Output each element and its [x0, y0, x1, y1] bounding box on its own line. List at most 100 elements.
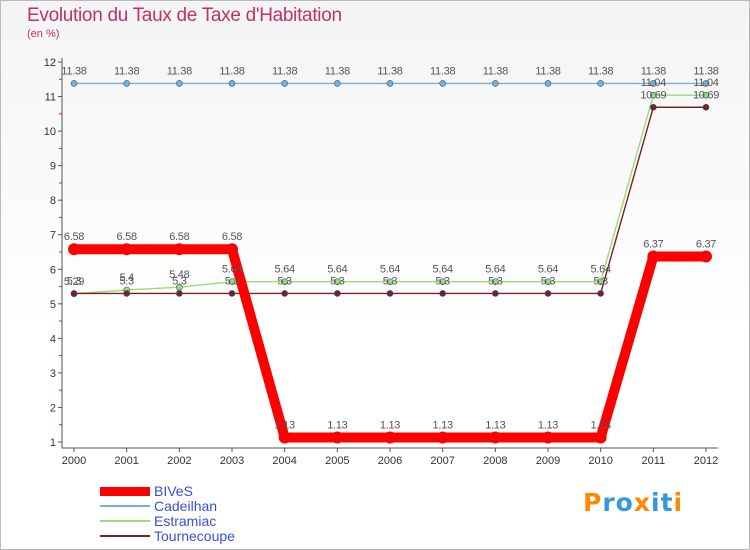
data-label: 11.38 [272, 65, 297, 77]
data-label: 11.38 [61, 65, 86, 77]
data-point [120, 243, 133, 256]
data-label: 11.38 [167, 65, 192, 77]
data-point [702, 91, 710, 99]
x-tick-label: 2012 [694, 455, 718, 467]
data-label: 5.64 [538, 264, 558, 276]
data-point [176, 290, 183, 297]
logo-letter: o [615, 488, 634, 517]
data-label: 11.38 [535, 65, 560, 77]
data-label: 5.3 [277, 275, 292, 287]
data-label: 5.3 [435, 275, 450, 287]
x-tick-label: 2002 [167, 455, 191, 467]
data-point [70, 290, 78, 297]
data-point [544, 278, 552, 286]
data-label: 10.69 [693, 89, 719, 101]
data-point [597, 80, 604, 87]
y-tick-label: 9 [50, 161, 56, 173]
data-label: 5.3 [330, 275, 345, 287]
logo-letter: i [651, 488, 661, 517]
data-point [228, 80, 236, 87]
data-label: 5.4 [119, 272, 134, 284]
chart-subtitle: (en %) [27, 28, 60, 40]
legend-swatch [100, 505, 150, 507]
data-point [176, 80, 183, 87]
data-point [489, 431, 502, 444]
data-label: 5.64 [591, 264, 611, 276]
chart-title: Evolution du Taux de Taxe d'Habitation [27, 5, 342, 26]
logo-letter: t [660, 488, 674, 517]
data-point [228, 290, 236, 297]
data-label: 5.3 [172, 275, 187, 287]
data-label: 5.29 [64, 276, 84, 288]
data-point [386, 290, 394, 297]
y-tick-label: 5 [50, 299, 56, 311]
legend-label: Estramiac [154, 513, 217, 529]
data-point [68, 243, 80, 256]
data-point [702, 103, 710, 111]
data-label: 1.13 [327, 420, 347, 432]
data-point [650, 91, 657, 99]
legend-swatch [100, 486, 150, 496]
data-label: 5.3 [488, 275, 503, 287]
y-tick-label: 1 [50, 437, 56, 449]
data-point [384, 431, 396, 444]
data-label: 5.64 [485, 264, 505, 276]
data-point [123, 80, 130, 87]
legend-label: Tournecoupe [154, 528, 235, 544]
data-label: 1.13 [591, 420, 611, 432]
x-tick-label: 2000 [62, 455, 86, 467]
legend-label: Cadeilhan [154, 498, 218, 514]
y-tick-label: 11 [45, 92, 56, 104]
proxiti-logo: Proxiti [583, 488, 683, 517]
data-label: 6.58 [117, 231, 137, 243]
y-tick-label: 8 [50, 195, 56, 207]
y-tick-label: 12 [44, 57, 56, 69]
logo-letter: P [583, 488, 603, 517]
x-tick-label: 2004 [272, 455, 296, 467]
data-point [544, 80, 552, 87]
data-label: 11.38 [325, 65, 350, 77]
data-label: 1.13 [433, 420, 453, 432]
data-label: 5.64 [275, 264, 295, 276]
data-point [334, 278, 341, 286]
data-point [228, 278, 236, 286]
legend-swatch [100, 520, 150, 522]
logo-letter: x [633, 488, 651, 517]
data-point [173, 243, 186, 256]
data-point [226, 243, 238, 256]
data-point [123, 290, 130, 297]
data-label: 11.04 [693, 77, 718, 89]
y-tick-label: 6 [50, 264, 56, 276]
data-label: 6.37 [643, 238, 663, 250]
data-label: 6.58 [64, 231, 84, 243]
y-tick-label: 7 [50, 230, 56, 242]
data-label: 11.38 [219, 65, 244, 77]
data-point [492, 290, 499, 297]
data-label: 5.3 [593, 275, 608, 287]
data-label: 1.13 [275, 420, 295, 432]
data-point [650, 103, 657, 111]
logo-letter: i [673, 488, 684, 517]
x-tick-label: 2009 [536, 455, 560, 467]
data-label: 5.48 [169, 269, 189, 281]
y-tick-label: 10 [44, 126, 56, 138]
data-point [70, 80, 78, 87]
data-label: 6.58 [222, 231, 242, 243]
x-tick-label: 2003 [220, 455, 244, 467]
data-point [281, 278, 288, 286]
data-label: 1.13 [485, 420, 505, 432]
data-label: 11.38 [430, 65, 455, 77]
data-label: 11.38 [377, 65, 402, 77]
data-label: 5.3 [119, 275, 134, 287]
data-point [334, 80, 341, 87]
data-label: 11.38 [588, 65, 613, 77]
data-label: 11.38 [641, 65, 666, 77]
data-point [334, 290, 341, 297]
data-label: 10.69 [640, 89, 666, 101]
x-tick-label: 2006 [378, 455, 402, 467]
x-tick-label: 2005 [325, 455, 349, 467]
data-point [386, 80, 394, 87]
x-tick-label: 2001 [114, 455, 138, 467]
x-tick-label: 2007 [430, 455, 454, 467]
